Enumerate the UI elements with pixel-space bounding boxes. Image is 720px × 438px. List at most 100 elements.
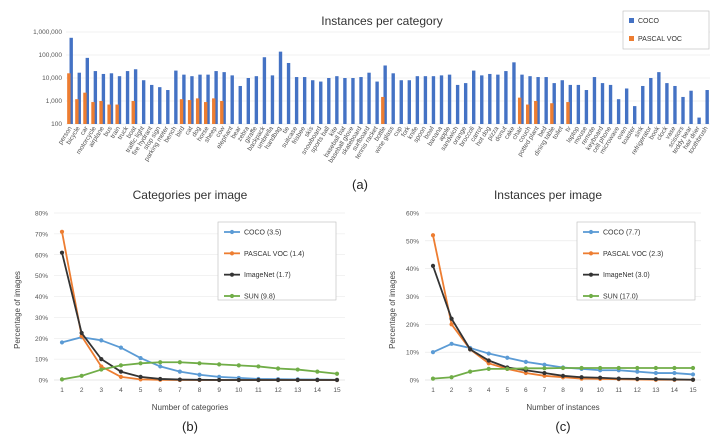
chart-b-data-point xyxy=(138,355,143,361)
chart-c-data-point xyxy=(635,376,640,381)
chart-b-data-point xyxy=(197,372,202,377)
bar-coco-handbag xyxy=(278,51,283,124)
bar-coco-vase xyxy=(673,85,677,124)
chart-c-data-point xyxy=(505,355,510,360)
chart-c-data-point xyxy=(690,377,696,382)
bar-coco-fire-hydrant xyxy=(150,84,154,124)
chart-c-x-tick-label: 1 xyxy=(431,387,435,394)
bar-coco-hot-dog xyxy=(488,73,492,124)
chart-c-data-point xyxy=(653,365,658,371)
bar-coco-cat xyxy=(190,76,194,124)
instances-per-image-chart: Instances per image 0%10%20%30%40%50%60%… xyxy=(388,188,701,434)
chart-c-x-tick-label: 11 xyxy=(615,387,622,394)
categories-per-image-chart: Categories per image 0%10%20%30%40%50%60… xyxy=(13,188,345,434)
chart-c-legend-label: ImageNet (3.0) xyxy=(603,272,650,279)
bar-coco-mouse xyxy=(584,90,589,124)
bar-coco-bench xyxy=(174,70,178,124)
chart-b-data-point xyxy=(315,369,320,374)
chart-a-category-label: car xyxy=(79,125,90,137)
bar-coco-remote xyxy=(592,77,597,124)
chart-b-legend-marker xyxy=(229,251,235,256)
chart-b-data-point xyxy=(158,360,163,365)
bar-coco-baseball-glove xyxy=(351,78,355,124)
chart-a-bars xyxy=(67,37,709,125)
chart-b-x-tick-label: 10 xyxy=(235,387,243,394)
chart-c-x-axis-label: Number of instances xyxy=(526,403,599,412)
chart-c-legend: COCO (7.7) PASCAL VOC (2.3) ImageNet (3.0)… xyxy=(576,221,696,301)
chart-c-x-tick-label: 2 xyxy=(450,387,454,394)
chart-b-data-point xyxy=(275,366,281,371)
bar-coco-toaster xyxy=(633,106,637,124)
bar-coco-dog xyxy=(198,74,202,124)
bar-coco-orange xyxy=(463,83,468,124)
chart-b-data-point xyxy=(99,367,104,372)
chart-c-x-tick-label: 13 xyxy=(652,387,660,394)
chart-b-legend-marker xyxy=(229,229,235,235)
chart-c-x-tick-label: 10 xyxy=(597,387,605,394)
chart-b-data-point xyxy=(118,369,124,374)
bar-coco-bicycle xyxy=(77,72,81,124)
chart-b-x-tick-label: 5 xyxy=(139,387,143,394)
chart-a-y-tick-label: 100 xyxy=(51,121,62,128)
chart-b-y-tick-label: 50% xyxy=(35,273,48,280)
bar-coco-frisbee xyxy=(302,77,307,124)
chart-a-category-label: bird xyxy=(175,125,187,138)
chart-a-y-tick-label: 10,000 xyxy=(42,75,62,82)
chart-b-data-point xyxy=(217,377,222,383)
chart-c-series xyxy=(430,233,696,382)
bar-coco-oven xyxy=(624,88,629,124)
chart-c-data-point xyxy=(486,358,491,363)
bar-pascal-voc-horse xyxy=(204,102,208,124)
chart-c-data-point xyxy=(486,351,491,356)
chart-c-title: Instances per image xyxy=(494,188,602,202)
chart-b-x-tick-label: 8 xyxy=(198,387,202,394)
bar-pascal-voc-bird xyxy=(179,99,184,124)
bar-coco-scissors xyxy=(681,96,685,124)
chart-b-x-axis-label: Number of categories xyxy=(152,403,228,412)
chart-b-x-ticks: 1 2 3 4 5 6 7 8 9 10 11 12 13 14 15 xyxy=(60,387,341,394)
chart-b-y-tick-label: 60% xyxy=(35,252,48,259)
bar-coco-teddy-bear xyxy=(689,90,693,124)
panel-label-b: (b) xyxy=(182,419,198,434)
chart-c-legend-marker xyxy=(588,251,594,256)
chart-b-data-point xyxy=(217,374,222,379)
bar-coco-skis xyxy=(311,80,315,124)
chart-b-x-tick-label: 7 xyxy=(178,387,182,394)
chart-b-x-tick-label: 4 xyxy=(119,387,123,394)
chart-c-data-point xyxy=(449,316,454,321)
bar-coco-elephant xyxy=(230,75,234,124)
chart-c-data-point xyxy=(430,376,436,381)
bar-pascal-voc-boat xyxy=(131,101,135,124)
chart-c-legend-box xyxy=(576,221,696,301)
bar-coco-donut xyxy=(504,71,508,124)
chart-c-data-point xyxy=(542,366,547,371)
chart-c-data-point xyxy=(672,370,677,376)
chart-b-x-tick-label: 14 xyxy=(314,387,322,394)
chart-c-data-point xyxy=(635,369,640,374)
bar-coco-laptop xyxy=(576,84,581,124)
chart-c-data-point xyxy=(430,350,436,355)
chart-a-gridlines xyxy=(66,31,710,125)
chart-b-data-point xyxy=(118,345,124,350)
chart-b-legend-marker xyxy=(229,272,235,277)
panel-label-a: (a) xyxy=(352,177,368,192)
chart-c-legend-marker xyxy=(588,272,594,277)
chart-c-x-tick-label: 5 xyxy=(505,387,509,394)
chart-c-data-point xyxy=(486,366,491,371)
bar-coco-pizza xyxy=(496,74,500,124)
chart-a-category-label: tie xyxy=(281,125,291,135)
bar-coco-kite xyxy=(335,76,339,124)
chart-b-data-point xyxy=(138,361,143,366)
chart-c-legend-label: COCO (7.7) xyxy=(603,230,640,237)
chart-b-data-point xyxy=(295,377,300,383)
chart-c-x-tick-label: 12 xyxy=(634,387,642,394)
bar-coco-bowl xyxy=(431,76,436,124)
bar-coco-toothbrush xyxy=(705,90,709,124)
bar-coco-spoon xyxy=(423,76,428,124)
bar-pascal-voc-chair xyxy=(517,97,522,124)
bar-coco-book xyxy=(657,72,661,124)
chart-c-data-point xyxy=(430,233,436,238)
chart-c-x-tick-label: 7 xyxy=(543,387,547,394)
bar-coco-train xyxy=(117,76,122,124)
